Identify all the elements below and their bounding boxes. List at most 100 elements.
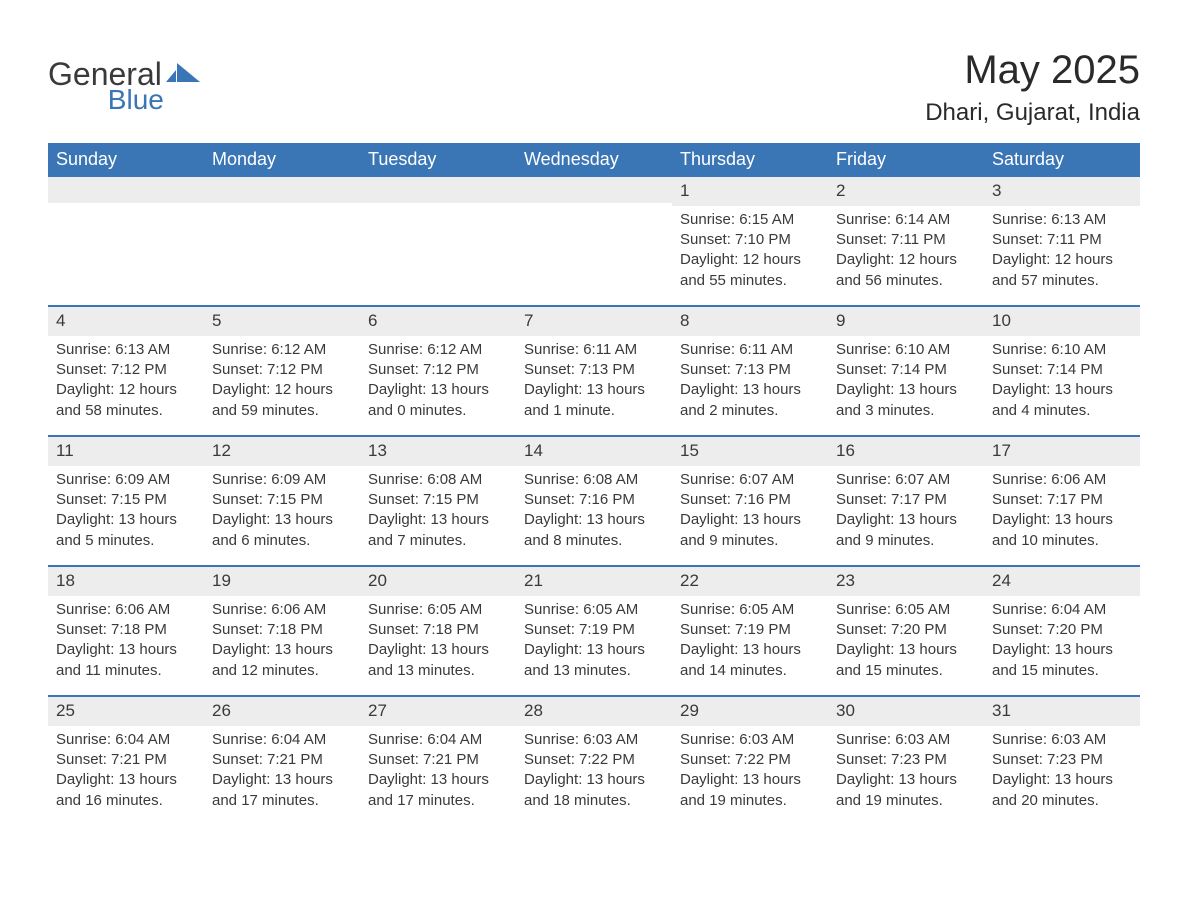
day-body: Sunrise: 6:03 AMSunset: 7:23 PMDaylight:… <box>828 726 984 821</box>
sunset-line: Sunset: 7:12 PM <box>212 360 352 380</box>
sunrise-line: Sunrise: 6:03 AM <box>836 730 976 750</box>
calendar-day: 25Sunrise: 6:04 AMSunset: 7:21 PMDayligh… <box>48 697 204 825</box>
day-body: Sunrise: 6:10 AMSunset: 7:14 PMDaylight:… <box>828 336 984 431</box>
weekday-header: Friday <box>828 143 984 177</box>
day-body <box>204 203 360 217</box>
daylight-line: Daylight: 13 hours and 2 minutes. <box>680 380 820 421</box>
calendar-day: 4Sunrise: 6:13 AMSunset: 7:12 PMDaylight… <box>48 307 204 435</box>
day-number <box>204 177 360 203</box>
sunset-line: Sunset: 7:12 PM <box>56 360 196 380</box>
day-number: 3 <box>984 177 1140 206</box>
daylight-line: Daylight: 13 hours and 7 minutes. <box>368 510 508 551</box>
day-number: 19 <box>204 567 360 596</box>
sunset-line: Sunset: 7:18 PM <box>368 620 508 640</box>
sunrise-line: Sunrise: 6:13 AM <box>992 210 1132 230</box>
sunset-line: Sunset: 7:20 PM <box>836 620 976 640</box>
daylight-line: Daylight: 12 hours and 58 minutes. <box>56 380 196 421</box>
header: General Blue May 2025 Dhari, Gujarat, In… <box>48 48 1140 127</box>
sunrise-line: Sunrise: 6:05 AM <box>836 600 976 620</box>
weekday-header: Monday <box>204 143 360 177</box>
day-body: Sunrise: 6:10 AMSunset: 7:14 PMDaylight:… <box>984 336 1140 431</box>
sunrise-line: Sunrise: 6:07 AM <box>680 470 820 490</box>
daylight-line: Daylight: 13 hours and 13 minutes. <box>368 640 508 681</box>
calendar-day: 20Sunrise: 6:05 AMSunset: 7:18 PMDayligh… <box>360 567 516 695</box>
calendar-day: 3Sunrise: 6:13 AMSunset: 7:11 PMDaylight… <box>984 177 1140 305</box>
daylight-line: Daylight: 13 hours and 12 minutes. <box>212 640 352 681</box>
day-number: 29 <box>672 697 828 726</box>
day-body <box>516 203 672 217</box>
sunrise-line: Sunrise: 6:04 AM <box>56 730 196 750</box>
daylight-line: Daylight: 13 hours and 17 minutes. <box>212 770 352 811</box>
day-body: Sunrise: 6:07 AMSunset: 7:17 PMDaylight:… <box>828 466 984 561</box>
day-number: 30 <box>828 697 984 726</box>
calendar-day <box>360 177 516 305</box>
calendar-day: 9Sunrise: 6:10 AMSunset: 7:14 PMDaylight… <box>828 307 984 435</box>
sunrise-line: Sunrise: 6:11 AM <box>524 340 664 360</box>
sunrise-line: Sunrise: 6:05 AM <box>368 600 508 620</box>
day-number: 16 <box>828 437 984 466</box>
day-number: 9 <box>828 307 984 336</box>
day-body: Sunrise: 6:03 AMSunset: 7:22 PMDaylight:… <box>516 726 672 821</box>
sunrise-line: Sunrise: 6:10 AM <box>836 340 976 360</box>
calendar-day: 27Sunrise: 6:04 AMSunset: 7:21 PMDayligh… <box>360 697 516 825</box>
daylight-line: Daylight: 13 hours and 11 minutes. <box>56 640 196 681</box>
calendar-day: 31Sunrise: 6:03 AMSunset: 7:23 PMDayligh… <box>984 697 1140 825</box>
calendar-day: 6Sunrise: 6:12 AMSunset: 7:12 PMDaylight… <box>360 307 516 435</box>
day-body: Sunrise: 6:04 AMSunset: 7:20 PMDaylight:… <box>984 596 1140 691</box>
sunset-line: Sunset: 7:16 PM <box>680 490 820 510</box>
day-number <box>360 177 516 203</box>
sunset-line: Sunset: 7:19 PM <box>680 620 820 640</box>
day-number: 2 <box>828 177 984 206</box>
sunset-line: Sunset: 7:12 PM <box>368 360 508 380</box>
daylight-line: Daylight: 13 hours and 16 minutes. <box>56 770 196 811</box>
day-number: 1 <box>672 177 828 206</box>
sunrise-line: Sunrise: 6:06 AM <box>992 470 1132 490</box>
weeks-container: 1Sunrise: 6:15 AMSunset: 7:10 PMDaylight… <box>48 177 1140 825</box>
daylight-line: Daylight: 13 hours and 4 minutes. <box>992 380 1132 421</box>
calendar-day: 30Sunrise: 6:03 AMSunset: 7:23 PMDayligh… <box>828 697 984 825</box>
day-body: Sunrise: 6:05 AMSunset: 7:19 PMDaylight:… <box>516 596 672 691</box>
sunset-line: Sunset: 7:15 PM <box>56 490 196 510</box>
daylight-line: Daylight: 13 hours and 9 minutes. <box>836 510 976 551</box>
calendar-day: 11Sunrise: 6:09 AMSunset: 7:15 PMDayligh… <box>48 437 204 565</box>
daylight-line: Daylight: 13 hours and 5 minutes. <box>56 510 196 551</box>
sunset-line: Sunset: 7:11 PM <box>992 230 1132 250</box>
sunrise-line: Sunrise: 6:03 AM <box>524 730 664 750</box>
day-body: Sunrise: 6:03 AMSunset: 7:22 PMDaylight:… <box>672 726 828 821</box>
daylight-line: Daylight: 13 hours and 1 minute. <box>524 380 664 421</box>
calendar-day: 5Sunrise: 6:12 AMSunset: 7:12 PMDaylight… <box>204 307 360 435</box>
sunrise-line: Sunrise: 6:03 AM <box>680 730 820 750</box>
daylight-line: Daylight: 13 hours and 9 minutes. <box>680 510 820 551</box>
day-body: Sunrise: 6:14 AMSunset: 7:11 PMDaylight:… <box>828 206 984 301</box>
day-number: 18 <box>48 567 204 596</box>
sunset-line: Sunset: 7:23 PM <box>836 750 976 770</box>
sunset-line: Sunset: 7:11 PM <box>836 230 976 250</box>
sunset-line: Sunset: 7:13 PM <box>524 360 664 380</box>
sunset-line: Sunset: 7:10 PM <box>680 230 820 250</box>
calendar-week: 1Sunrise: 6:15 AMSunset: 7:10 PMDaylight… <box>48 177 1140 305</box>
calendar-day: 23Sunrise: 6:05 AMSunset: 7:20 PMDayligh… <box>828 567 984 695</box>
day-body: Sunrise: 6:08 AMSunset: 7:16 PMDaylight:… <box>516 466 672 561</box>
daylight-line: Daylight: 13 hours and 14 minutes. <box>680 640 820 681</box>
daylight-line: Daylight: 13 hours and 8 minutes. <box>524 510 664 551</box>
calendar-day: 28Sunrise: 6:03 AMSunset: 7:22 PMDayligh… <box>516 697 672 825</box>
daylight-line: Daylight: 13 hours and 19 minutes. <box>680 770 820 811</box>
day-body <box>48 203 204 217</box>
sunrise-line: Sunrise: 6:08 AM <box>368 470 508 490</box>
calendar-week: 11Sunrise: 6:09 AMSunset: 7:15 PMDayligh… <box>48 435 1140 565</box>
daylight-line: Daylight: 13 hours and 17 minutes. <box>368 770 508 811</box>
daylight-line: Daylight: 13 hours and 0 minutes. <box>368 380 508 421</box>
day-number: 27 <box>360 697 516 726</box>
day-number: 23 <box>828 567 984 596</box>
sunrise-line: Sunrise: 6:13 AM <box>56 340 196 360</box>
sunrise-line: Sunrise: 6:04 AM <box>992 600 1132 620</box>
sunset-line: Sunset: 7:13 PM <box>680 360 820 380</box>
logo-text: General Blue <box>48 58 162 114</box>
calendar-week: 4Sunrise: 6:13 AMSunset: 7:12 PMDaylight… <box>48 305 1140 435</box>
calendar-day <box>516 177 672 305</box>
sunrise-line: Sunrise: 6:12 AM <box>368 340 508 360</box>
day-number: 31 <box>984 697 1140 726</box>
calendar-day: 13Sunrise: 6:08 AMSunset: 7:15 PMDayligh… <box>360 437 516 565</box>
day-body: Sunrise: 6:12 AMSunset: 7:12 PMDaylight:… <box>360 336 516 431</box>
day-body: Sunrise: 6:03 AMSunset: 7:23 PMDaylight:… <box>984 726 1140 821</box>
